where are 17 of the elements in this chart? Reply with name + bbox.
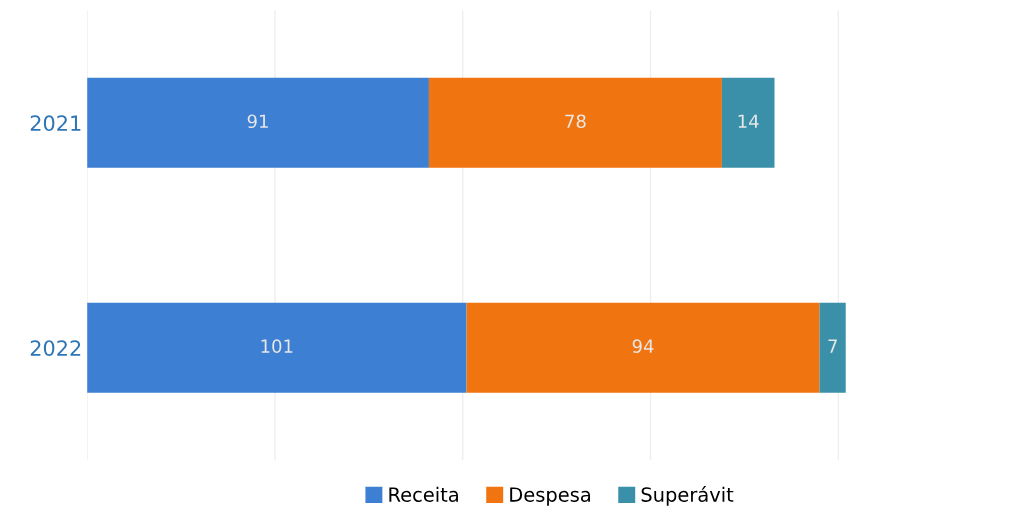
bar xyxy=(721,77,775,168)
bar xyxy=(87,302,467,393)
data-label: 7 xyxy=(828,339,837,353)
data-label: 101 xyxy=(261,339,293,353)
legend-label: Receita xyxy=(389,486,458,502)
data-label: 14 xyxy=(738,114,759,128)
bar xyxy=(428,77,722,168)
y-tick-label: 2021 xyxy=(30,115,81,132)
bar xyxy=(87,77,429,168)
data-label: 94 xyxy=(632,339,654,353)
legend-label: Superávit xyxy=(641,486,734,506)
bar xyxy=(466,302,820,393)
bar xyxy=(819,302,846,393)
data-label: 78 xyxy=(565,114,586,129)
y-tick-label: 2022 xyxy=(30,340,81,356)
legend-label: Despesa xyxy=(510,487,590,506)
data-label: 91 xyxy=(247,114,268,129)
